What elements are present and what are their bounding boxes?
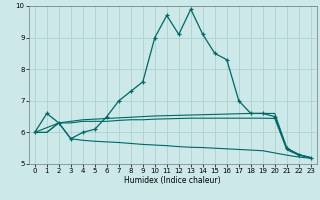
X-axis label: Humidex (Indice chaleur): Humidex (Indice chaleur) — [124, 176, 221, 185]
